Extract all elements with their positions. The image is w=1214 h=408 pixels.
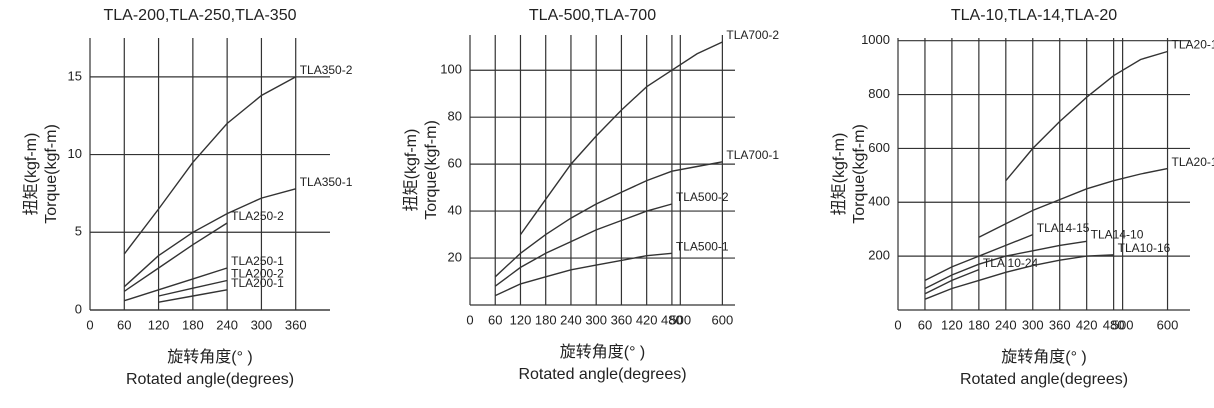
x-axis-label-cn: 旋转角度(° ) xyxy=(167,348,253,366)
x-tick-label: 500 xyxy=(1112,317,1134,332)
x-tick-label: 500 xyxy=(669,312,691,327)
series-line xyxy=(123,76,297,255)
series-line xyxy=(123,188,296,288)
series-line xyxy=(924,240,1087,290)
chart-title: TLA-10,TLA-14,TLA-20 xyxy=(951,7,1117,24)
x-tick-label: 600 xyxy=(1157,317,1179,332)
x-axis-label: Rotated angle(degrees) xyxy=(960,371,1128,388)
y-axis-label-cn: 扭矩(kgf-m) xyxy=(402,129,420,212)
x-tick-label: 0 xyxy=(86,317,93,332)
x-tick-label: 480 xyxy=(661,312,683,327)
series-line xyxy=(494,252,672,297)
series-line xyxy=(1005,50,1168,182)
y-axis-label: Torque(kgf-m) xyxy=(423,120,440,220)
y-axis-label: Torque(kgf-m) xyxy=(851,124,868,224)
series-label: TLA700-1 xyxy=(726,148,779,162)
y-tick-label: 800 xyxy=(868,86,890,101)
series-label: TLA 10-24 xyxy=(983,256,1039,270)
y-tick-label: 0 xyxy=(75,301,82,316)
x-tick-label: 420 xyxy=(636,312,658,327)
series-label: TLA250-2 xyxy=(231,209,284,223)
x-tick-label: 240 xyxy=(560,312,582,327)
series-label: TLA10-16 xyxy=(1118,241,1171,255)
series-line xyxy=(124,267,228,302)
series-label: TLA200-2 xyxy=(231,267,284,281)
x-tick-label: 360 xyxy=(285,317,307,332)
x-tick-label: 600 xyxy=(712,312,734,327)
series-label: TLA20-12 xyxy=(1172,38,1214,52)
x-tick-label: 180 xyxy=(968,317,990,332)
series-label: TLA250-1 xyxy=(231,254,284,268)
x-tick-label: 120 xyxy=(941,317,963,332)
x-tick-label: 360 xyxy=(611,312,633,327)
y-tick-label: 10 xyxy=(68,146,82,161)
series-label: TLA350-2 xyxy=(300,63,353,77)
x-tick-label: 60 xyxy=(488,312,502,327)
y-tick-label: 15 xyxy=(68,68,82,83)
y-tick-label: 80 xyxy=(448,109,462,124)
x-tick-label: 300 xyxy=(251,317,273,332)
y-tick-label: 200 xyxy=(868,248,890,263)
series-line xyxy=(158,279,228,297)
y-tick-label: 100 xyxy=(440,62,462,77)
x-tick-label: 180 xyxy=(182,317,204,332)
series-line xyxy=(494,203,673,287)
x-tick-label: 300 xyxy=(585,312,607,327)
x-tick-label: 240 xyxy=(995,317,1017,332)
y-tick-label: 20 xyxy=(448,249,462,264)
series-line xyxy=(924,268,980,295)
series-line xyxy=(924,233,1034,282)
series-line xyxy=(978,167,1168,238)
series-line xyxy=(924,254,1114,300)
x-tick-label: 300 xyxy=(1022,317,1044,332)
x-tick-label: 60 xyxy=(117,317,131,332)
x-tick-label: 420 xyxy=(1076,317,1098,332)
x-tick-label: 120 xyxy=(510,312,532,327)
x-tick-label: 60 xyxy=(918,317,932,332)
series-label: TLA20-16 xyxy=(1172,155,1214,169)
y-axis-label-cn: 扭矩(kgf-m) xyxy=(830,133,848,216)
chart-title: TLA-500,TLA-700 xyxy=(529,7,656,24)
y-tick-label: 400 xyxy=(868,194,890,209)
x-axis-label: Rotated angle(degrees) xyxy=(126,371,294,388)
y-tick-label: 5 xyxy=(75,224,82,239)
series-label: TLA14-15 xyxy=(1037,221,1090,235)
y-tick-label: 600 xyxy=(868,140,890,155)
x-axis-label-cn: 旋转角度(° ) xyxy=(560,343,646,361)
x-tick-label: 0 xyxy=(894,317,901,332)
y-axis-label-cn: 扭矩(kgf-m) xyxy=(22,133,40,216)
series-label: TLA14-10 xyxy=(1091,227,1144,241)
x-tick-label: 180 xyxy=(535,312,557,327)
series-label: TLA700-2 xyxy=(726,28,779,42)
x-tick-label: 240 xyxy=(216,317,238,332)
series-label: TLA200-1 xyxy=(231,276,284,290)
y-tick-label: 60 xyxy=(448,156,462,171)
series-line xyxy=(519,41,723,236)
x-tick-label: 120 xyxy=(148,317,170,332)
x-tick-label: 480 xyxy=(1103,317,1125,332)
y-tick-label: 1000 xyxy=(861,32,890,47)
series-label: TLA500-2 xyxy=(676,190,729,204)
x-axis-label-cn: 旋转角度(° ) xyxy=(1001,348,1087,366)
y-axis-label: Torque(kgf-m) xyxy=(43,124,60,224)
series-line xyxy=(123,222,228,292)
series-label: TLA350-1 xyxy=(300,175,353,189)
series-line xyxy=(158,289,228,303)
series-label: TLA500-1 xyxy=(676,240,729,254)
x-axis-label: Rotated angle(degrees) xyxy=(518,366,686,383)
y-tick-label: 40 xyxy=(448,203,462,218)
x-tick-label: 360 xyxy=(1049,317,1071,332)
chart-title: TLA-200,TLA-250,TLA-350 xyxy=(104,7,297,24)
x-tick-label: 0 xyxy=(466,312,473,327)
series-line xyxy=(494,161,723,278)
